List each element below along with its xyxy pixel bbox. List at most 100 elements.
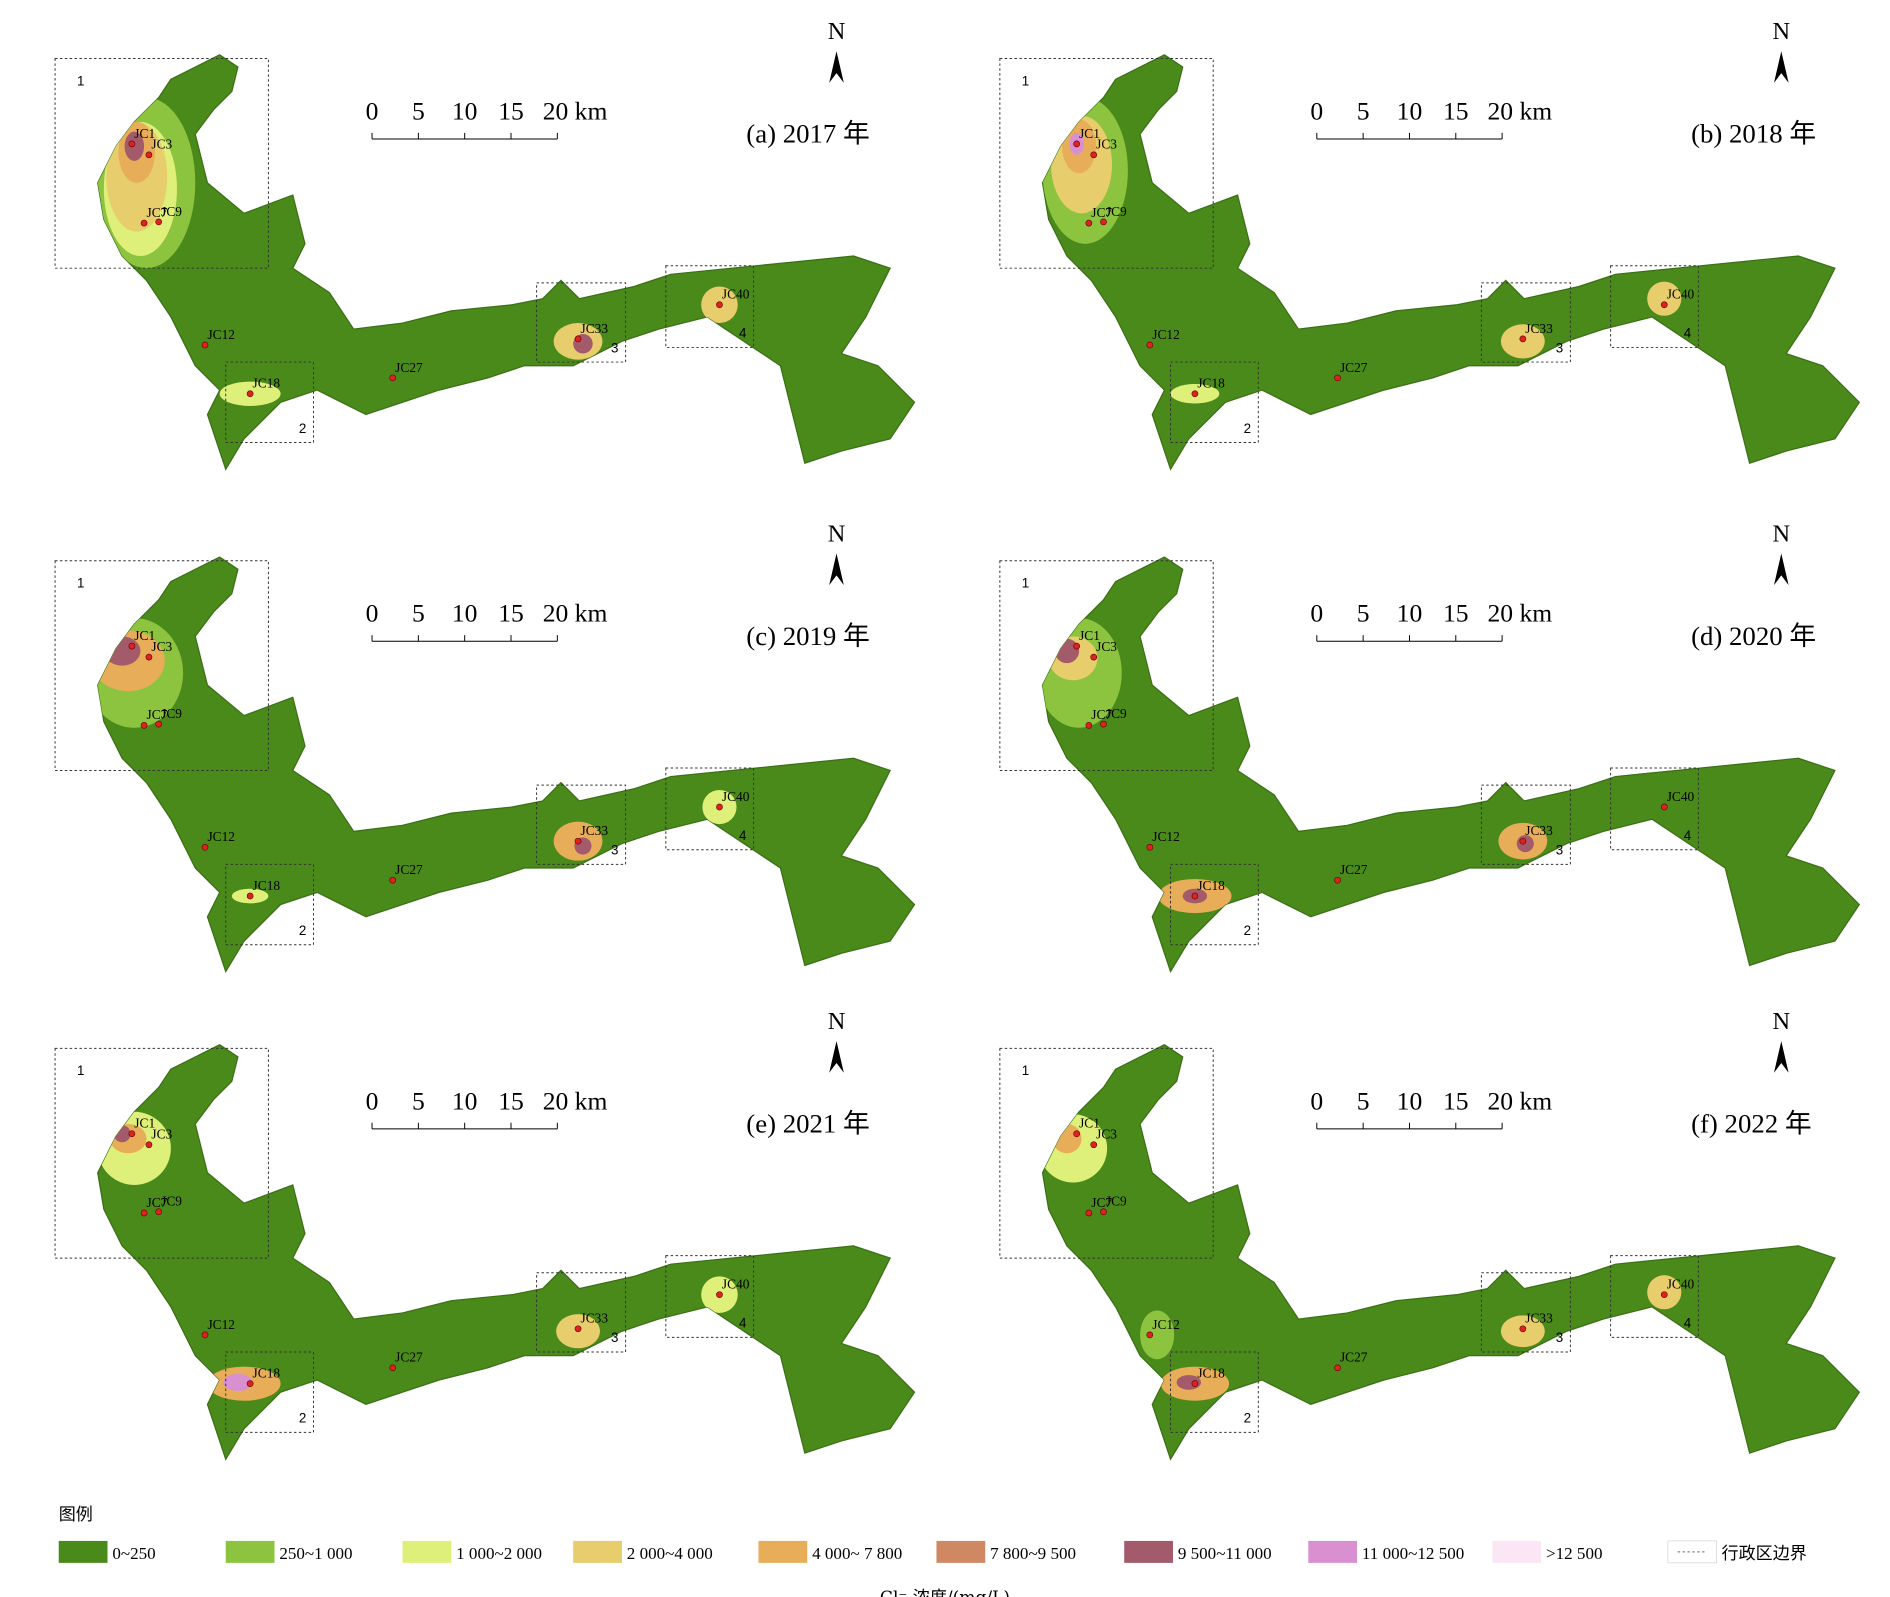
station-label: JC3	[1096, 1127, 1117, 1142]
station	[716, 301, 723, 309]
station	[1519, 335, 1527, 343]
station	[1073, 140, 1081, 148]
station-label: JC40	[1667, 1277, 1695, 1292]
station-label: JC40	[1667, 287, 1695, 302]
north: N	[828, 1008, 846, 1035]
legend-title: 图例	[59, 1505, 93, 1525]
station-label: JC40	[722, 1277, 750, 1292]
scale-label: 0	[1310, 1086, 1323, 1115]
station-label: JC9	[1106, 1194, 1127, 1209]
station	[389, 374, 397, 382]
zone-number: 4	[739, 326, 747, 341]
zone-box	[1170, 1351, 1259, 1433]
station-label: JC18	[253, 1366, 281, 1381]
station-label: JC18	[1197, 376, 1225, 391]
station-label: JC27	[1340, 360, 1368, 375]
station-label: JC7	[147, 1195, 168, 1210]
zone-number: 3	[1556, 843, 1563, 858]
station-label: JC40	[722, 789, 750, 804]
station	[246, 1380, 254, 1388]
station-label: JC40	[1667, 789, 1695, 804]
station-label: JC3	[151, 1127, 172, 1142]
zone-box	[665, 1255, 755, 1338]
north-arrow	[829, 51, 844, 83]
zone-box	[1480, 784, 1571, 865]
station-label: JC33	[1525, 823, 1553, 838]
scale-label: 15	[1443, 599, 1469, 628]
hotspot	[124, 131, 145, 161]
zone-box	[1480, 1272, 1571, 1353]
station-label: JC1	[1079, 628, 1100, 643]
station	[128, 140, 136, 148]
zone-box	[536, 1272, 627, 1353]
hotspot	[223, 1373, 253, 1391]
station-label: JC7	[1091, 1195, 1112, 1210]
legend-swatch	[936, 1540, 986, 1563]
station	[145, 151, 153, 159]
scale-label: 15	[498, 599, 524, 628]
station	[574, 335, 582, 343]
zone-number: 3	[611, 340, 618, 355]
scale-label: 15	[1443, 96, 1469, 125]
zone-number: 4	[739, 828, 747, 843]
zone-number: 2	[1244, 421, 1251, 436]
station-label: JC27	[395, 1350, 423, 1365]
zone-number: 3	[611, 843, 618, 858]
station	[128, 1130, 136, 1138]
station	[145, 653, 153, 661]
station-label: JC12	[1152, 829, 1180, 844]
station	[1191, 892, 1199, 900]
station	[1334, 876, 1341, 884]
legend-swatch	[1308, 1540, 1358, 1563]
legend-label: 9 500~11 000	[1178, 1544, 1272, 1563]
north: N	[828, 520, 846, 547]
station-label: JC12	[207, 829, 235, 844]
station-label: JC3	[1096, 137, 1117, 152]
station-label: JC12	[207, 1317, 235, 1332]
station	[1100, 720, 1107, 728]
station	[1100, 1208, 1107, 1216]
zone-number: 1	[1022, 576, 1029, 591]
zone-number: 2	[1244, 923, 1251, 938]
zone-box	[54, 1047, 269, 1259]
station-label: JC27	[395, 360, 423, 375]
panel-title: (d) 2020 年	[1691, 621, 1816, 651]
zone-box	[1610, 265, 1699, 348]
station	[145, 1141, 153, 1149]
north-arrow	[1773, 51, 1789, 83]
zone-number: 2	[299, 421, 306, 436]
scale-label: 20 km	[543, 96, 608, 125]
station	[1085, 1209, 1093, 1217]
legend-swatch	[758, 1540, 808, 1563]
legend-swatch	[1124, 1540, 1173, 1563]
station	[1073, 642, 1081, 650]
legend-label: 1 000~2 000	[456, 1544, 542, 1563]
scale-label: 0	[366, 96, 379, 125]
station-label: JC18	[253, 878, 281, 893]
station-label: JC1	[134, 126, 155, 141]
scale-label: 5	[1357, 1086, 1370, 1115]
scale-label: 10	[452, 96, 478, 125]
station-label: JC3	[151, 639, 172, 654]
station	[1100, 218, 1107, 226]
station	[1085, 722, 1093, 729]
station	[1334, 1364, 1341, 1372]
station-label: JC27	[1340, 862, 1368, 877]
panel-title: (b) 2018 年	[1691, 119, 1816, 149]
north: N	[1772, 18, 1790, 45]
station	[1191, 390, 1199, 398]
station	[1519, 1325, 1527, 1333]
station-label: JC12	[1152, 1317, 1180, 1332]
hotspot	[1140, 1310, 1175, 1360]
station	[140, 1209, 148, 1217]
scale-label: 20 km	[543, 1086, 608, 1115]
station-label: JC33	[1525, 321, 1553, 336]
station	[1073, 1130, 1081, 1138]
zone-number: 3	[611, 1330, 618, 1345]
station	[201, 843, 209, 851]
hotspot	[1052, 1123, 1082, 1154]
zone-number: 2	[299, 923, 306, 938]
